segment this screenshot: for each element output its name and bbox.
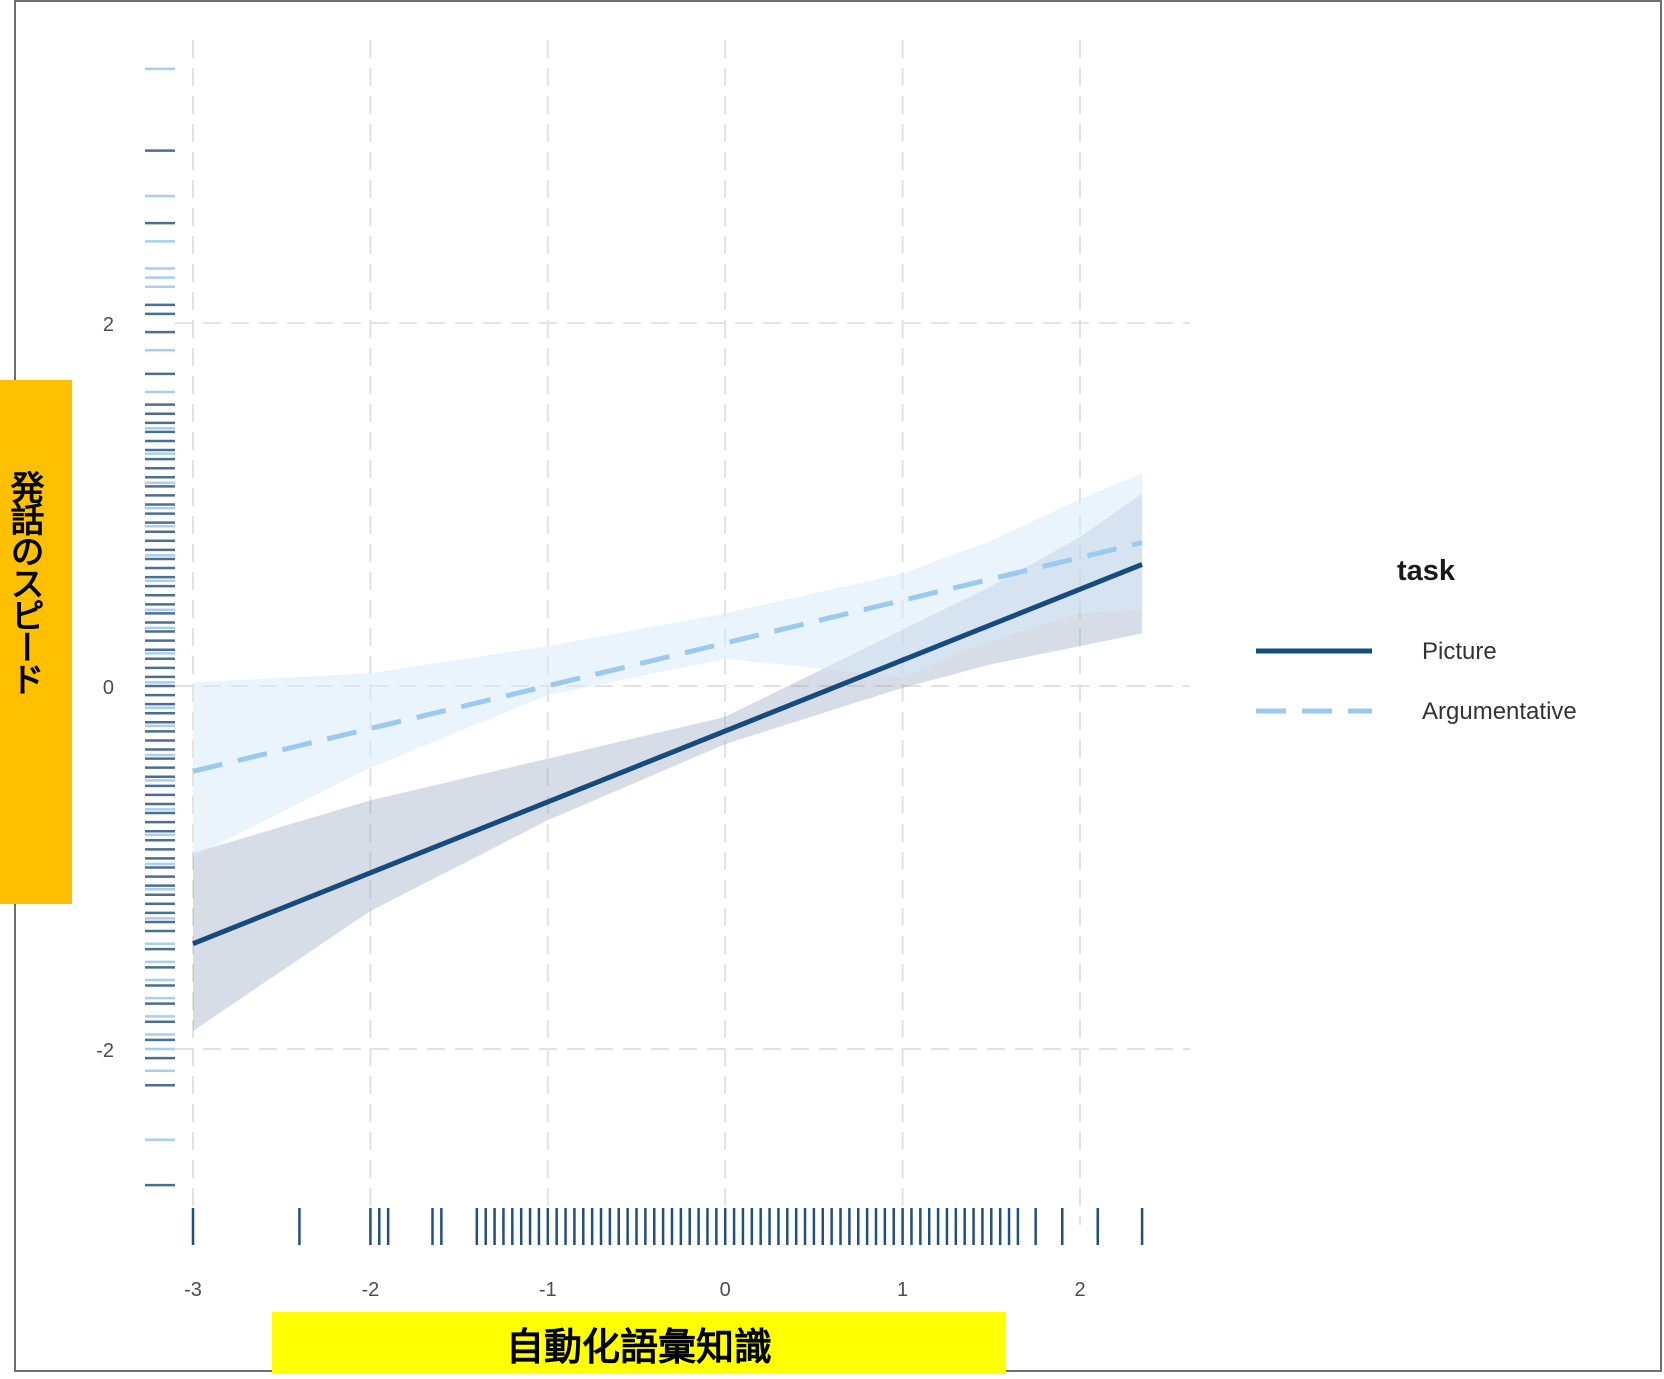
y-tick-label: -2 — [96, 1040, 114, 1062]
x-tick-label: -2 — [362, 1279, 380, 1301]
legend: task Picture Argumentative — [1256, 555, 1577, 725]
ribbon-picture — [193, 493, 1143, 1031]
x-axis-label-box: 自動化語彙知識 — [272, 1312, 1006, 1374]
x-tick-label: 2 — [1074, 1279, 1085, 1301]
legend-label-argumentative: Argumentative — [1422, 698, 1577, 725]
y-tick-label: 0 — [103, 677, 114, 699]
x-axis-label: 自動化語彙知識 — [505, 1324, 772, 1369]
legend-title: task — [1397, 555, 1456, 587]
legend-label-picture: Picture — [1422, 638, 1497, 665]
x-tick-label: 0 — [720, 1279, 731, 1301]
confidence-ribbons — [193, 473, 1143, 1031]
rug-marks — [145, 67, 1144, 1245]
y-axis-label-box: 発話のスピード — [0, 380, 72, 904]
line-picture — [192, 562, 1144, 947]
y-tick-label: 2 — [103, 314, 114, 336]
x-tick-label: -1 — [539, 1279, 557, 1301]
series-lines — [192, 540, 1144, 947]
ribbon-argumentative — [193, 473, 1143, 857]
line-argumentative — [192, 540, 1143, 774]
x-tick-label: 1 — [897, 1279, 908, 1301]
y-axis-label: 発話のスピード — [4, 470, 44, 694]
x-tick-label: -3 — [184, 1279, 202, 1301]
tick-labels: -3 -2 -1 0 1 2 -2 0 2 — [96, 314, 1085, 1301]
